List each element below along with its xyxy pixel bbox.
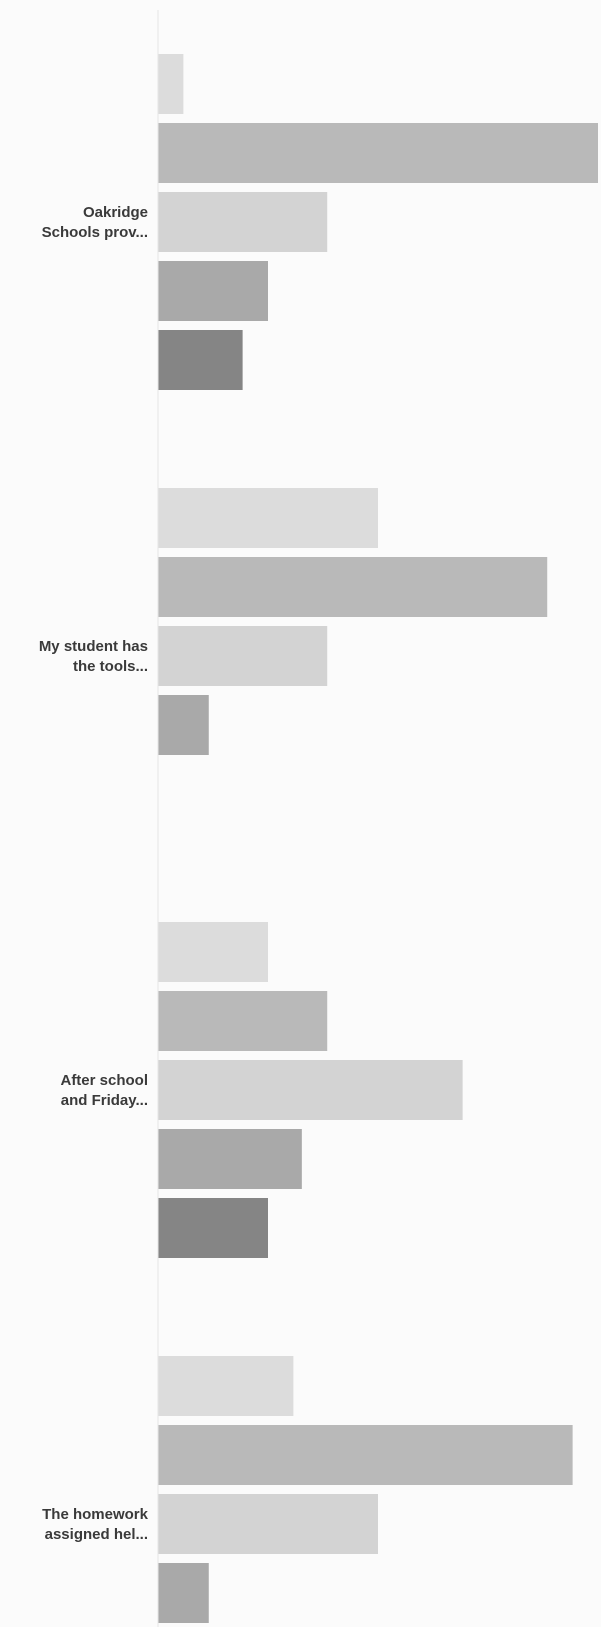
bar-1-2 <box>158 123 598 183</box>
category-label-line: Oakridge <box>83 204 148 221</box>
category-label-line: The homework <box>42 1506 149 1523</box>
category-label-line: and Friday... <box>61 1092 148 1109</box>
category-label-line: the tools... <box>73 658 148 675</box>
bar-1-3 <box>158 192 328 252</box>
bar-3-2 <box>158 991 328 1051</box>
bar-4-1 <box>158 1356 294 1416</box>
bar-1-5 <box>158 330 243 390</box>
category-label-line: After school <box>60 1072 148 1089</box>
category-label-line: My student has <box>39 638 148 655</box>
bars-group <box>158 54 598 1623</box>
category-label-2: My student has the tools... <box>39 638 148 675</box>
bar-1-4 <box>158 261 268 321</box>
bar-2-3 <box>158 626 328 686</box>
category-label-1: Oakridge Schools prov... <box>42 204 148 241</box>
bar-3-1 <box>158 922 268 982</box>
category-labels-group: Oakridge Schools prov... My student has the… <box>39 204 149 1543</box>
bar-1-1 <box>158 54 184 114</box>
category-label-line: assigned hel... <box>45 1526 148 1543</box>
bar-2-4 <box>158 695 209 755</box>
bar-3-4 <box>158 1129 302 1189</box>
bar-4-3 <box>158 1494 378 1554</box>
category-label-3: After school and Friday... <box>60 1072 148 1109</box>
bar-3-3 <box>158 1060 463 1120</box>
bar-2-2 <box>158 557 548 617</box>
category-label-line: Schools prov... <box>42 224 148 241</box>
category-label-4: The homework assigned hel... <box>42 1506 149 1543</box>
bar-4-2 <box>158 1425 573 1485</box>
bar-4-4 <box>158 1563 209 1623</box>
bar-3-5 <box>158 1198 268 1258</box>
bar-2-1 <box>158 488 378 548</box>
